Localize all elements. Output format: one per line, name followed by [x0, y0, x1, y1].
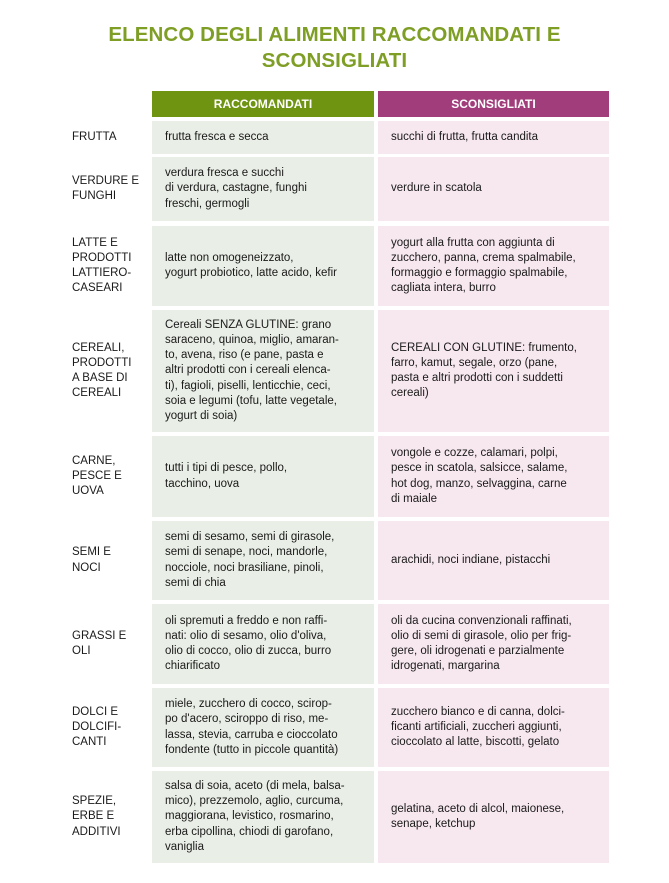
category-label: GRASSI E OLI: [72, 604, 150, 684]
category-label: FRUTTA: [72, 121, 150, 154]
not-recommended-text: yogurt alla frutta con aggiunta di zucch…: [391, 236, 576, 295]
category-label-text: GRASSI E OLI: [72, 629, 127, 657]
recommended-cell: Cereali SENZA GLUTINE: grano saraceno, q…: [152, 310, 374, 432]
not-recommended-text: CEREALI CON GLUTINE: frumento, farro, ka…: [391, 341, 577, 400]
recommended-cell: semi di sesamo, semi di girasole, semi d…: [152, 521, 374, 600]
not-recommended-cell: arachidi, noci indiane, pistacchi: [378, 521, 609, 600]
page-title: ELENCO DEGLI ALIMENTI RACCOMANDATI E SCO…: [0, 22, 669, 74]
header-not-recommended: SCONSIGLIATI: [378, 91, 609, 117]
not-recommended-cell: gelatina, aceto di alcol, maionese, sena…: [378, 771, 609, 863]
category-label-text: DOLCI E DOLCIFI- CANTI: [72, 705, 122, 749]
recommended-text: verdura fresca e succhi di verdura, cast…: [165, 167, 307, 210]
not-recommended-text: oli da cucina convenzionali raffinati, o…: [391, 614, 572, 673]
recommended-text: salsa di soia, aceto (di mela, balsa- mi…: [165, 779, 345, 853]
category-label: CARNE, PESCE E UOVA: [72, 436, 150, 517]
recommended-text: oli spremuti a freddo e non raffi- nati:…: [165, 614, 332, 673]
not-recommended-text: vongole e cozze, calamari, polpi, pesce …: [391, 447, 568, 505]
not-recommended-cell: CEREALI CON GLUTINE: frumento, farro, ka…: [378, 310, 609, 432]
recommended-cell: miele, zucchero di cocco, scirop- po d'a…: [152, 688, 374, 767]
not-recommended-cell: vongole e cozze, calamari, polpi, pesce …: [378, 436, 609, 517]
category-label: VERDURE E FUNGHI: [72, 157, 150, 221]
recommended-text: semi di sesamo, semi di girasole, semi d…: [165, 531, 335, 589]
category-label: SPEZIE, ERBE E ADDITIVI: [72, 771, 150, 863]
recommended-text: frutta fresca e secca: [165, 130, 269, 143]
recommended-cell: tutti i tipi di pesce, pollo, tacchino, …: [152, 436, 374, 517]
not-recommended-cell: zucchero bianco e di canna, dolci- fican…: [378, 688, 609, 767]
category-label-text: SEMI E NOCI: [72, 546, 111, 574]
not-recommended-text: zucchero bianco e di canna, dolci- fican…: [391, 705, 565, 749]
recommended-cell: latte non omogeneizzato, yogurt probioti…: [152, 226, 374, 306]
not-recommended-cell: succhi di frutta, frutta candita: [378, 121, 609, 154]
not-recommended-cell: oli da cucina convenzionali raffinati, o…: [378, 604, 609, 684]
category-label: LATTE E PRODOTTI LATTIERO- CASEARI: [72, 226, 150, 306]
category-label: DOLCI E DOLCIFI- CANTI: [72, 688, 150, 767]
category-label-text: FRUTTA: [72, 130, 117, 143]
recommended-cell: oli spremuti a freddo e non raffi- nati:…: [152, 604, 374, 684]
not-recommended-text: gelatina, aceto di alcol, maionese, sena…: [391, 802, 565, 830]
title-line-1: ELENCO DEGLI ALIMENTI RACCOMANDATI E: [108, 23, 561, 46]
not-recommended-text: arachidi, noci indiane, pistacchi: [391, 553, 551, 566]
recommended-text: miele, zucchero di cocco, scirop- po d'a…: [165, 698, 339, 756]
category-label-text: VERDURE E FUNGHI: [72, 174, 140, 202]
recommended-text: latte non omogeneizzato, yogurt probioti…: [165, 251, 337, 279]
category-label: CEREALI, PRODOTTI A BASE DI CEREALI: [72, 310, 150, 432]
not-recommended-text: verdure in scatola: [391, 182, 482, 195]
recommended-cell: frutta fresca e secca: [152, 121, 374, 154]
recommended-text: Cereali SENZA GLUTINE: grano saraceno, q…: [165, 318, 339, 422]
header-recommended: RACCOMANDATI: [152, 91, 374, 117]
not-recommended-text: succhi di frutta, frutta candita: [391, 130, 539, 143]
category-label-text: SPEZIE, ERBE E ADDITIVI: [72, 795, 121, 838]
recommended-cell: verdura fresca e succhi di verdura, cast…: [152, 157, 374, 221]
recommended-text: tutti i tipi di pesce, pollo, tacchino, …: [165, 462, 288, 490]
category-label-text: CEREALI, PRODOTTI A BASE DI CEREALI: [72, 341, 132, 400]
recommended-cell: salsa di soia, aceto (di mela, balsa- mi…: [152, 771, 374, 863]
not-recommended-cell: verdure in scatola: [378, 157, 609, 221]
category-label-text: CARNE, PESCE E UOVA: [72, 454, 122, 498]
category-label: SEMI E NOCI: [72, 521, 150, 600]
not-recommended-cell: yogurt alla frutta con aggiunta di zucch…: [378, 226, 609, 306]
category-label-text: LATTE E PRODOTTI LATTIERO- CASEARI: [72, 236, 132, 295]
title-line-2: SCONSIGLIATI: [261, 49, 408, 72]
